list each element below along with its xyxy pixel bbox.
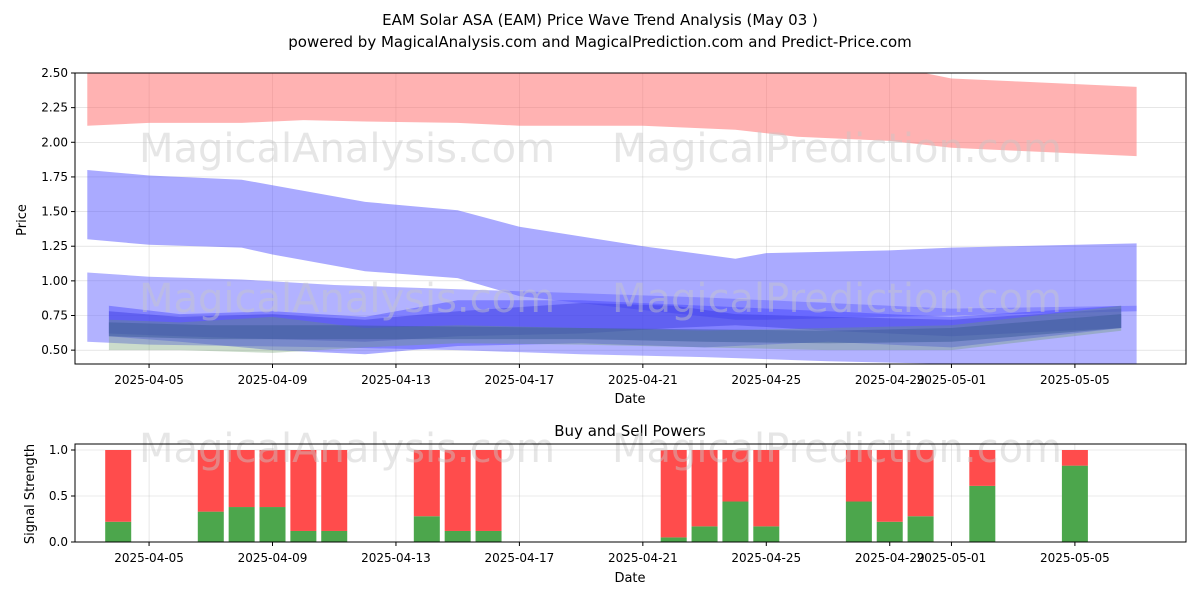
buy-bar (259, 507, 286, 542)
buy-bar (1061, 465, 1088, 542)
watermark-prediction: MagicalPrediction.com (612, 126, 1062, 172)
price-y-tick-label: 2.25 (41, 101, 68, 115)
price-x-tick-label: 2025-04-21 (608, 373, 678, 387)
buy-bar (321, 530, 348, 542)
price-y-axis: 0.50 0.75 1.00 1.25 1.50 1.75 2.00 2.25 2.50 (41, 66, 75, 357)
sell-bar (228, 450, 255, 508)
signal-x-tick-label: 2025-04-25 (731, 551, 801, 565)
signal-x-tick-label: 2025-04-21 (608, 551, 678, 565)
signal-x-tick-label: 2025-04-09 (238, 551, 308, 565)
signal-x-tick-label: 2025-05-05 (1040, 551, 1110, 565)
sell-bar (259, 450, 286, 508)
signal-x-tick-label: 2025-04-29 (855, 551, 925, 565)
sell-bar (413, 450, 440, 517)
buy-bar (907, 516, 934, 542)
price-x-label: Date (614, 392, 645, 407)
sell-bar (845, 450, 872, 502)
sell-bar (321, 450, 348, 531)
watermark-analysis: MagicalAnalysis.com (139, 126, 555, 172)
chart-subtitle: powered by MagicalAnalysis.com and Magic… (288, 33, 912, 51)
price-x-tick-label: 2025-04-05 (114, 373, 184, 387)
price-x-tick-label: 2025-04-25 (731, 373, 801, 387)
watermark-prediction-3: MagicalPrediction.com (612, 426, 1062, 472)
red-upper-band (87, 73, 1137, 157)
buy-bar (660, 537, 687, 542)
chart-title: EAM Solar ASA (EAM) Price Wave Trend Ana… (382, 11, 818, 29)
blue-upper-band (87, 170, 1137, 320)
buy-bar (691, 526, 718, 542)
price-x-tick-label: 2025-04-09 (238, 373, 308, 387)
sell-bar (475, 450, 502, 531)
price-y-tick-label: 1.75 (41, 170, 68, 184)
watermark-prediction-2: MagicalPrediction.com (612, 276, 1062, 322)
price-x-tick-label: 2025-05-05 (1040, 373, 1110, 387)
sell-bar (290, 450, 317, 531)
sell-bar (660, 450, 687, 538)
buy-bar (197, 511, 224, 542)
price-y-tick-label: 1.50 (41, 205, 68, 219)
price-x-tick-label: 2025-04-13 (361, 373, 431, 387)
price-y-tick-label: 2.50 (41, 66, 68, 80)
buy-bar (290, 530, 317, 542)
price-x-axis: 2025-04-05 2025-04-09 2025-04-13 2025-04-17… (114, 364, 1110, 387)
price-x-tick-label: 2025-04-29 (855, 373, 925, 387)
signal-y-tick-label: 0.0 (49, 535, 68, 549)
sell-bar (753, 450, 780, 527)
price-x-tick-label: 2025-05-01 (917, 373, 987, 387)
signal-x-axis: 2025-04-05 2025-04-09 2025-04-13 2025-04-17… (114, 542, 1110, 565)
sell-bar (722, 450, 749, 502)
signal-y-axis: 0.0 0.5 1.0 (49, 443, 75, 549)
buy-bar (413, 516, 440, 542)
price-y-tick-label: 0.50 (41, 343, 68, 357)
steel-core-band (108, 314, 1122, 344)
signal-title: Buy and Sell Powers (554, 422, 706, 440)
watermark-analysis-3: MagicalAnalysis.com (139, 426, 555, 472)
sell-bar (907, 450, 934, 517)
sell-bar (969, 450, 996, 486)
buy-bar (105, 521, 132, 542)
price-y-tick-label: 1.25 (41, 239, 68, 253)
signal-y-label: Signal Strength (23, 444, 38, 544)
signal-bars (105, 450, 1088, 542)
signal-x-label: Date (614, 571, 645, 586)
sell-bar (197, 450, 224, 512)
buy-bar (969, 485, 996, 542)
signal-y-tick-label: 1.0 (49, 443, 68, 457)
signal-watermarks: MagicalAnalysis.com MagicalPrediction.co… (139, 426, 1062, 472)
watermark-analysis-2: MagicalAnalysis.com (139, 276, 555, 322)
price-watermarks: MagicalAnalysis.com MagicalPrediction.co… (139, 126, 1062, 322)
signal-plot-frame (74, 443, 1187, 543)
signal-x-tick-label: 2025-04-05 (114, 551, 184, 565)
price-y-tick-label: 1.00 (41, 274, 68, 288)
signal-x-tick-label: 2025-05-01 (917, 551, 987, 565)
sell-bar (876, 450, 903, 522)
buy-bar (845, 501, 872, 542)
buy-bar (475, 530, 502, 542)
signal-x-tick-label: 2025-04-17 (485, 551, 555, 565)
buy-bar (444, 530, 471, 542)
sell-bar (1061, 450, 1088, 466)
signal-x-tick-label: 2025-04-13 (361, 551, 431, 565)
buy-bar (876, 521, 903, 542)
signal-y-tick-label: 0.5 (49, 489, 68, 503)
sell-bar (691, 450, 718, 527)
buy-bar (722, 501, 749, 542)
price-y-label: Price (15, 204, 30, 236)
buy-bar (753, 526, 780, 542)
price-y-tick-label: 0.75 (41, 309, 68, 323)
price-plot-frame (74, 72, 1187, 365)
buy-bar (228, 507, 255, 542)
price-y-tick-label: 2.00 (41, 135, 68, 149)
sell-bar (105, 450, 132, 522)
price-x-tick-label: 2025-04-17 (485, 373, 555, 387)
price-bands (87, 73, 1137, 364)
sell-bar (444, 450, 471, 531)
